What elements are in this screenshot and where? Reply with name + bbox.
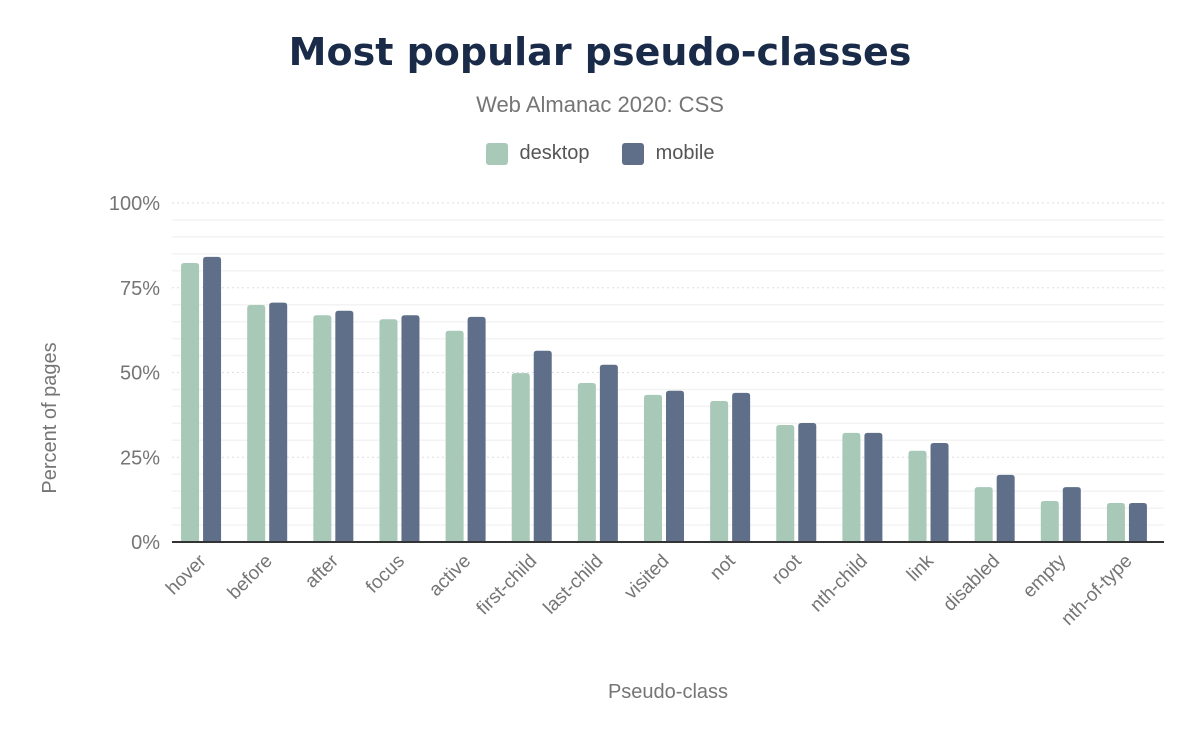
x-tick-label: root — [768, 550, 807, 589]
y-tick-label: 50% — [120, 363, 160, 385]
x-tick-label: hover — [162, 550, 211, 599]
bar-desktop — [379, 319, 398, 542]
x-tick-label: visited — [621, 551, 674, 604]
x-tick-label: first-child — [473, 551, 542, 620]
bar-mobile — [203, 256, 222, 542]
y-axis-title: Percent of pages — [39, 342, 61, 493]
bar-mobile — [1062, 487, 1081, 542]
bar-mobile — [666, 390, 684, 542]
legend-item-desktop[interactable]: desktop — [485, 142, 590, 165]
y-tick-label: 25% — [120, 447, 160, 469]
bar-mobile — [533, 350, 552, 542]
x-tick-label: active — [425, 551, 475, 601]
legend-item-mobile[interactable]: mobile — [621, 142, 715, 165]
bar-mobile — [335, 310, 354, 542]
bar-desktop — [247, 305, 266, 542]
bar-desktop — [445, 330, 464, 542]
bar-mobile — [599, 364, 618, 542]
bar-desktop — [313, 315, 332, 542]
bar-desktop — [974, 487, 993, 542]
legend-swatch-mobile — [621, 142, 644, 165]
bar-desktop — [577, 383, 596, 542]
bar-mobile — [996, 474, 1015, 542]
x-tick-label: link — [903, 550, 938, 585]
x-tick-label: after — [301, 550, 343, 592]
bar-mobile — [1128, 503, 1147, 542]
bar-mobile — [401, 315, 420, 542]
legend-label: desktop — [519, 142, 590, 164]
x-tick-label: not — [706, 550, 740, 584]
x-tick-label: last-child — [540, 551, 608, 619]
chart-subtitle: Web Almanac 2020: CSS — [476, 92, 724, 117]
legend-label: mobile — [655, 142, 715, 164]
bar-desktop — [842, 432, 861, 542]
bar-mobile — [930, 443, 949, 542]
x-tick-label: before — [224, 551, 277, 604]
x-tick-label: empty — [1019, 550, 1071, 602]
x-tick-label: focus — [362, 551, 409, 598]
bar-desktop — [511, 373, 530, 542]
x-tick-label: nth-child — [806, 551, 872, 617]
y-tick-label: 100% — [109, 193, 160, 215]
bar-desktop — [1040, 500, 1059, 542]
bar-desktop — [908, 450, 927, 542]
bar-desktop — [181, 263, 200, 542]
y-tick-label: 0% — [131, 532, 160, 554]
bar-desktop — [1106, 503, 1125, 542]
bar-mobile — [269, 302, 288, 542]
legend: desktop mobile — [0, 142, 1200, 165]
y-tick-label: 75% — [120, 278, 160, 300]
legend-swatch-desktop — [485, 142, 508, 165]
x-axis-title: Pseudo-class — [608, 681, 728, 703]
bar-desktop — [644, 394, 662, 542]
bar-mobile — [732, 392, 751, 542]
bar-mobile — [864, 432, 883, 542]
bar-desktop — [710, 400, 729, 542]
x-tick-label: nth-of-type — [1057, 551, 1136, 630]
chart-title: Most popular pseudo-classes — [288, 30, 912, 74]
bar-mobile — [798, 423, 817, 542]
x-tick-label: disabled — [939, 551, 1004, 616]
bar-mobile — [467, 316, 486, 542]
bar-desktop — [776, 425, 795, 542]
